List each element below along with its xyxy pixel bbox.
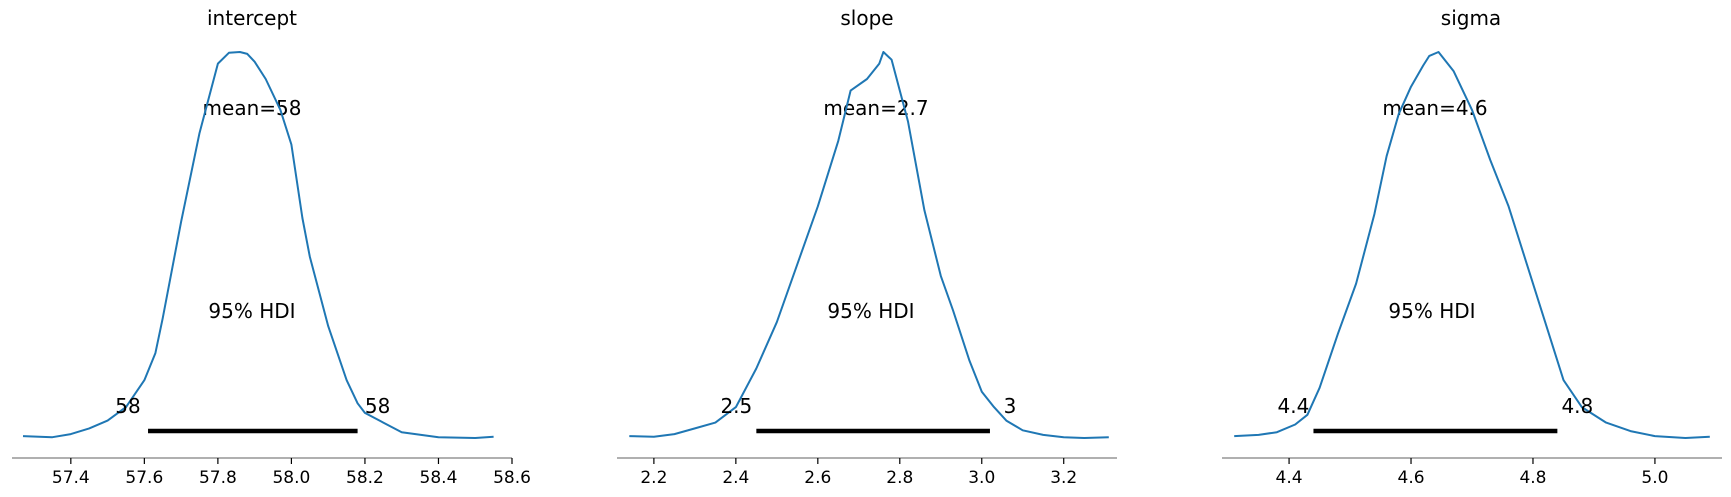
x-tick-label: 2.2 [640,468,667,488]
panel-intercept: intercept mean=58 95% HDI 57.4 57.6 57.8 58… [12,6,531,488]
hdi-low-label: 4.4 [1278,394,1310,418]
panel-title: sigma [1441,6,1501,30]
kde-curve [1234,51,1710,439]
x-tick-label: 5.0 [1641,468,1668,488]
hdi-high-label: 58 [365,394,390,418]
x-tick-label: 4.4 [1276,468,1303,488]
x-tick-label: 57.6 [125,468,163,488]
x-tick-label: 57.4 [52,468,90,488]
mean-label: mean=58 [203,96,302,120]
x-tick-label: 4.6 [1398,468,1425,488]
x-tick-label: 2.4 [722,468,749,488]
x-tick-label: 3.0 [968,468,995,488]
kde-curve [629,51,1109,439]
x-tick-label: 2.8 [886,468,913,488]
x-tick-label: 58.4 [420,468,458,488]
x-tick-label: 2.6 [804,468,831,488]
x-tick-label: 57.8 [199,468,237,488]
panel-slope: slope mean=2.7 95% HDI 2.2 2.4 2.6 2.8 3.0 3.… [617,6,1117,488]
hdi-low-label: 2.5 [720,394,752,418]
hdi-high-label: 4.8 [1561,394,1593,418]
panel-title: intercept [207,6,297,30]
hdi-low-label: 58 [115,394,140,418]
hdi-label: 95% HDI [827,299,914,323]
panel-sigma: sigma mean=4.6 95% HDI 4.4 4.6 4.8 5.04.4 4.… [1222,6,1722,488]
kde-curve [22,51,494,439]
hdi-label: 95% HDI [208,299,295,323]
x-tick-label: 4.8 [1519,468,1546,488]
hdi-high-label: 3 [1004,394,1017,418]
x-tick-label: 3.2 [1050,468,1077,488]
mean-label: mean=2.7 [823,96,928,120]
hdi-label: 95% HDI [1388,299,1475,323]
x-tick-label: 58.2 [346,468,384,488]
x-tick-label: 58.0 [272,468,310,488]
panel-title: slope [840,6,893,30]
x-tick-label: 58.6 [493,468,531,488]
